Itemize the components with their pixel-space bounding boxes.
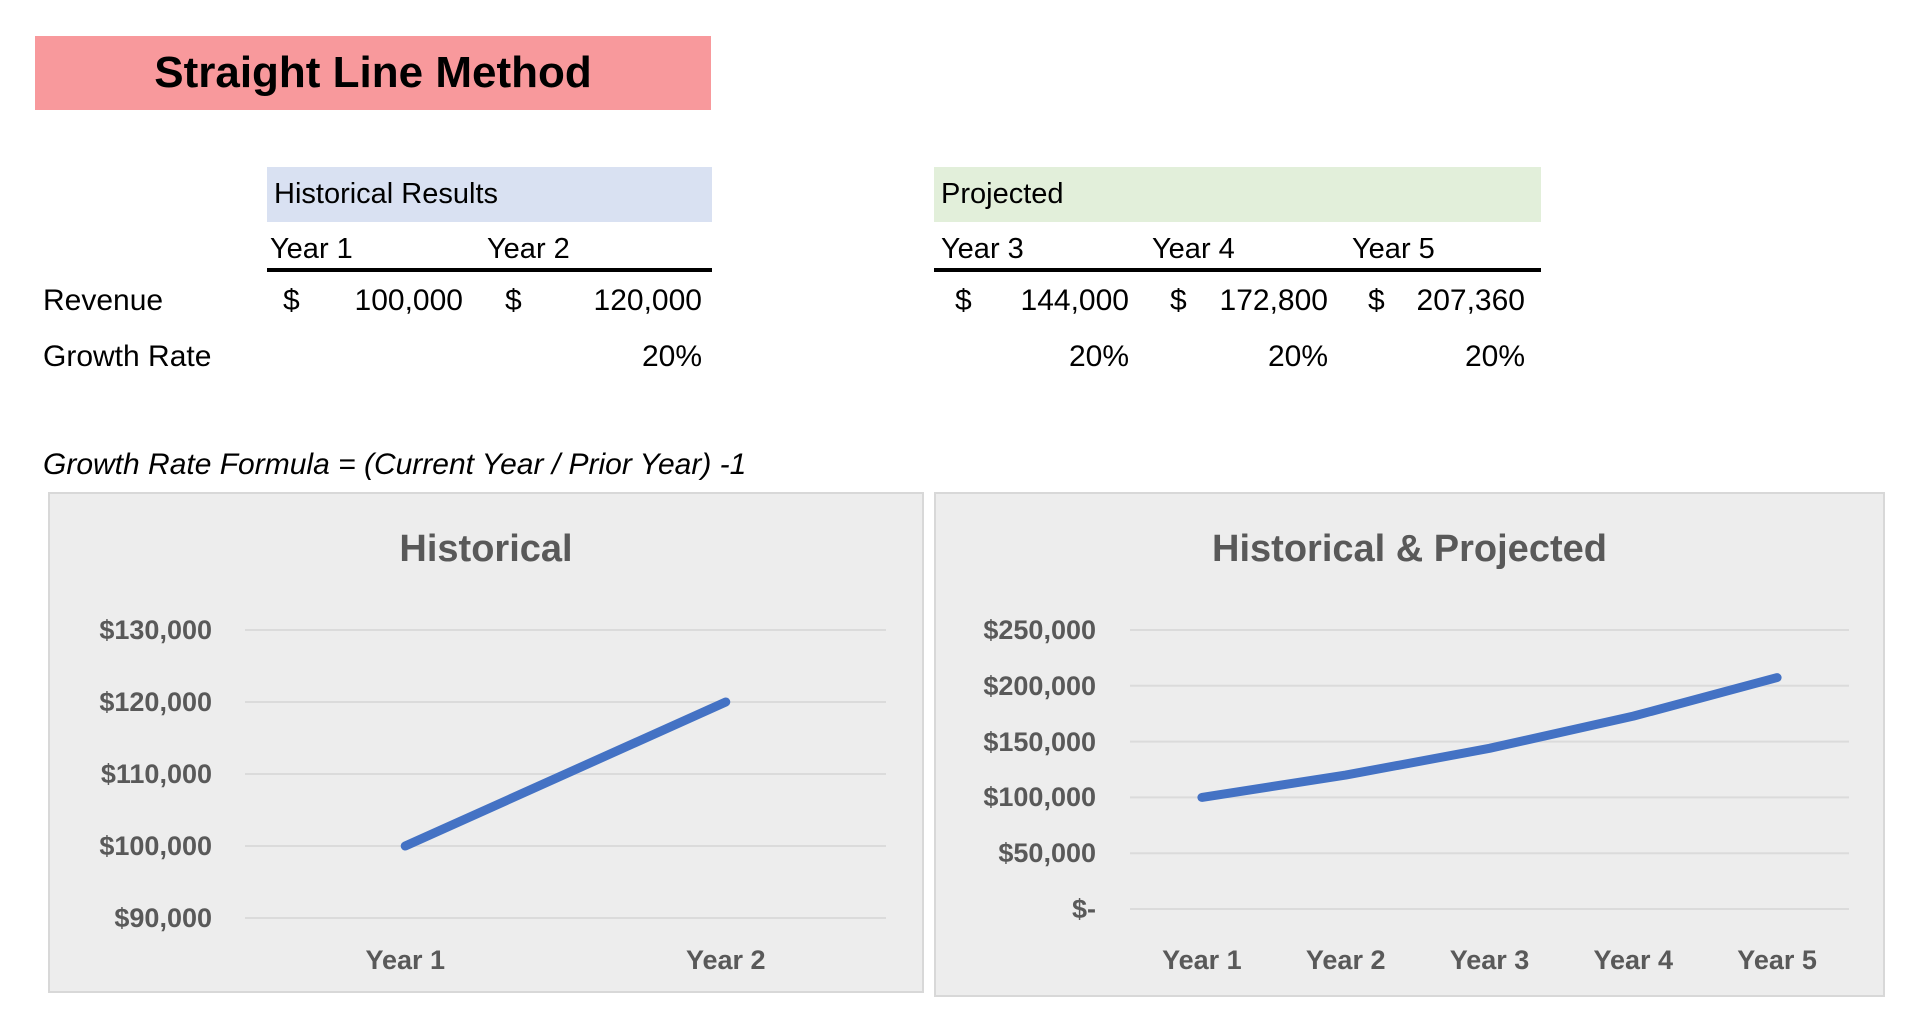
revenue-year4-amount: 172,800: [1219, 284, 1328, 317]
projected-header-underline: [934, 268, 1541, 272]
revenue-year3-amount: 144,000: [1020, 284, 1129, 317]
x-axis-tick-label: Year 1: [365, 945, 446, 975]
projected-header-cell[interactable]: Projected: [934, 167, 1541, 222]
x-axis-tick-label: Year 4: [1593, 945, 1674, 975]
revenue-row-label[interactable]: Revenue: [43, 284, 164, 317]
y-axis-tick-label: $100,000: [983, 782, 1096, 813]
x-axis-tick-label: Year 1: [1162, 945, 1242, 975]
growth-rate-year4-cell[interactable]: 20%: [1267, 340, 1328, 373]
historical-chart[interactable]: Historical $130,000 $120,000 $110,000 $100,…: [48, 492, 924, 993]
growth-rate-year3-cell[interactable]: 20%: [1068, 340, 1129, 373]
currency-symbol: $: [505, 284, 522, 317]
chart-title: Historical: [399, 528, 573, 570]
currency-symbol: $: [1170, 284, 1187, 317]
growth-rate-row-label[interactable]: Growth Rate: [43, 340, 212, 373]
y-axis-tick-label: $200,000: [983, 670, 1096, 701]
page-title: Straight Line Method: [154, 48, 592, 97]
title-banner[interactable]: Straight Line Method: [35, 36, 711, 110]
y-axis-tick-label: $100,000: [99, 831, 212, 861]
revenue-series-line: [400, 697, 731, 851]
chart-plot-svg: [1130, 629, 1849, 910]
currency-symbol: $: [1368, 284, 1385, 317]
y-axis-tick-label: $120,000: [99, 687, 212, 717]
revenue-year2-cell[interactable]: $ 120,000: [505, 282, 702, 320]
currency-symbol: $: [283, 284, 300, 317]
year3-header-cell[interactable]: Year 3: [941, 233, 1024, 265]
x-axis-tick-label: Year 3: [1449, 945, 1530, 975]
year1-header-cell[interactable]: Year 1: [270, 233, 353, 265]
y-axis-tick-label: $250,000: [983, 615, 1096, 645]
growth-rate-year5-cell[interactable]: 20%: [1464, 340, 1525, 373]
revenue-year1-amount: 100,000: [354, 284, 463, 317]
revenue-year5-amount: 207,360: [1416, 284, 1525, 317]
revenue-year5-cell[interactable]: $ 207,360: [1368, 282, 1525, 320]
revenue-year2-amount: 120,000: [593, 284, 702, 317]
year2-header-cell[interactable]: Year 2: [487, 233, 570, 265]
y-axis-tick-label: $50,000: [998, 838, 1096, 869]
y-axis-tick-label: $110,000: [100, 759, 212, 789]
y-axis-tick-label: $150,000: [983, 726, 1096, 757]
revenue-year1-cell[interactable]: $ 100,000: [283, 282, 463, 320]
revenue-year4-cell[interactable]: $ 172,800: [1170, 282, 1328, 320]
historical-projected-chart[interactable]: Historical & Projected $250,000 $200,000 $…: [934, 492, 1885, 997]
year4-header-cell[interactable]: Year 4: [1152, 233, 1235, 265]
x-axis-tick-label: Year 2: [685, 945, 766, 975]
currency-symbol: $: [955, 284, 972, 317]
growth-rate-formula-note[interactable]: Growth Rate Formula = (Current Year / Pr…: [43, 448, 747, 481]
x-axis-tick-label: Year 2: [1305, 945, 1386, 975]
y-axis-tick-label: $130,000: [99, 615, 212, 645]
year5-header-cell[interactable]: Year 5: [1352, 233, 1435, 265]
y-axis-tick-label: $-: [1071, 894, 1096, 924]
chart-title: Historical & Projected: [1212, 528, 1607, 570]
x-axis-tick-label: Year 5: [1737, 945, 1817, 975]
historical-results-header-cell[interactable]: Historical Results: [267, 167, 712, 222]
chart-plot-svg: [245, 629, 886, 919]
growth-rate-year2-cell[interactable]: 20%: [641, 340, 702, 373]
revenue-series-line: [1197, 673, 1782, 802]
revenue-year3-cell[interactable]: $ 144,000: [955, 282, 1129, 320]
y-axis-tick-label: $90,000: [114, 903, 212, 933]
historical-header-underline: [267, 268, 712, 272]
